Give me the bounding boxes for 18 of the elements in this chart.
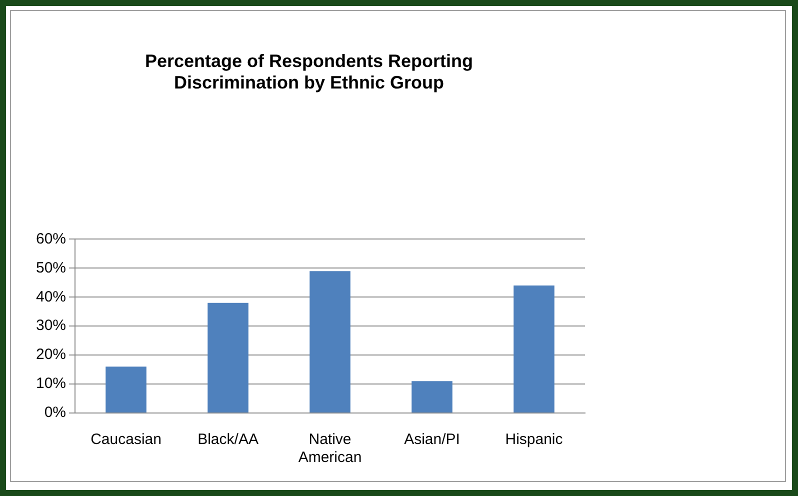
bar bbox=[412, 381, 452, 412]
x-tick-label: Black/AA bbox=[198, 431, 258, 448]
x-tick-label: Asian/PI bbox=[404, 431, 460, 448]
bar bbox=[310, 271, 350, 412]
x-tick-label: Hispanic bbox=[505, 431, 564, 448]
y-tick-label: 50% bbox=[36, 259, 66, 276]
bar bbox=[514, 286, 554, 412]
y-tick-label: 40% bbox=[36, 288, 66, 306]
y-tick-label: 30% bbox=[36, 317, 66, 334]
bar bbox=[208, 302, 248, 412]
chart-title: Percentage of Respondents Reporting Discrimination by Ethnic Group bbox=[144, 50, 474, 92]
y-tick-label: 10% bbox=[36, 375, 66, 392]
y-tick-label: 20% bbox=[36, 346, 66, 364]
x-tick-label: Native American bbox=[298, 431, 362, 466]
y-tick-label: 0% bbox=[44, 404, 66, 422]
bar bbox=[106, 366, 146, 412]
y-tick-label: 60% bbox=[36, 230, 66, 248]
x-tick-label: Caucasian bbox=[90, 431, 162, 448]
